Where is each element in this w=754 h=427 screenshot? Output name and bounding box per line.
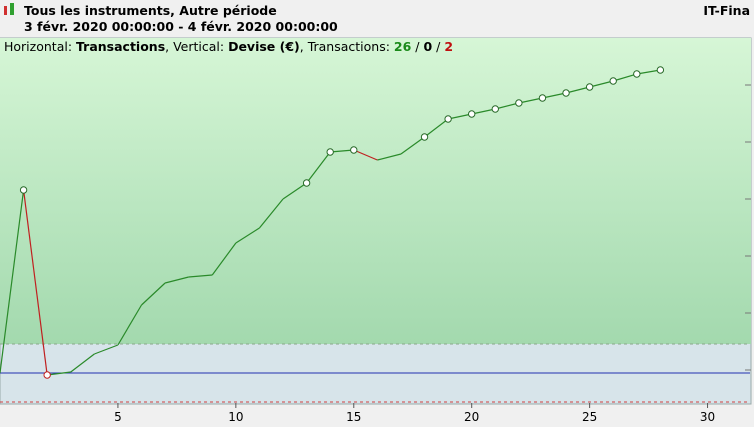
line-segment — [565, 86, 590, 94]
point — [350, 146, 358, 154]
point — [562, 89, 570, 97]
x-tick-label: 15 — [346, 410, 361, 424]
point — [656, 66, 665, 74]
point — [538, 94, 547, 102]
point — [420, 133, 429, 141]
info-part: 26 — [393, 39, 412, 54]
x-tick-label: 20 — [464, 410, 479, 424]
title: Tous les instruments, Autre période — [24, 3, 277, 18]
period: 3 févr. 2020 00:00:00 - 4 févr. 2020 00:… — [24, 19, 338, 34]
point — [585, 83, 594, 91]
point — [609, 77, 617, 85]
point — [467, 110, 476, 118]
info-part: / — [411, 39, 424, 54]
line-segment — [164, 276, 189, 284]
info-line: Horizontal: Transactions, Vertical: Devi… — [4, 39, 453, 54]
point — [515, 99, 523, 107]
info-part: Horizontal: — [4, 39, 77, 54]
brand: IT-Fina — [703, 3, 750, 18]
line-segment — [47, 371, 71, 376]
info-part: Transactions — [76, 39, 166, 54]
line-segment — [22, 189, 48, 376]
info-part: Devise (€) — [228, 39, 300, 54]
info-part: 0 — [423, 39, 433, 54]
line-segment — [0, 189, 25, 374]
point — [633, 70, 641, 78]
icon — [4, 3, 14, 15]
line-segment — [353, 149, 378, 161]
line-segment — [141, 282, 166, 306]
profit-zone — [0, 38, 751, 344]
info-part: , Vertical: — [165, 39, 229, 54]
x-tick-label: 30 — [700, 410, 715, 424]
line-segment — [117, 304, 143, 346]
point — [444, 115, 452, 123]
line-segment — [188, 274, 213, 278]
line-segment — [377, 153, 402, 161]
point — [43, 371, 51, 379]
line-segment — [542, 92, 567, 99]
line-segment — [330, 149, 354, 153]
x-tick-label: 5 — [114, 410, 122, 424]
line-segment — [211, 242, 237, 276]
x-tick-label: 10 — [228, 410, 243, 424]
info-part: / — [432, 39, 445, 54]
line-segment — [636, 69, 661, 75]
point — [326, 148, 334, 156]
line-segment — [495, 102, 520, 110]
x-tick-label: 25 — [582, 410, 597, 424]
line-segment — [447, 113, 472, 120]
point — [491, 105, 499, 113]
point — [19, 186, 28, 194]
line-segment — [235, 227, 260, 244]
line-segment — [589, 80, 614, 88]
line-segment — [306, 151, 331, 184]
line-segment — [282, 182, 307, 200]
info-part: 2 — [444, 39, 454, 54]
line-segment — [94, 344, 119, 355]
line-segment — [424, 118, 449, 138]
info-part: , Transactions: — [299, 39, 394, 54]
line-segment — [400, 136, 425, 155]
line-segment — [70, 353, 95, 373]
line-segment — [518, 97, 543, 104]
line-segment — [258, 198, 284, 229]
line-segment — [471, 108, 496, 115]
point — [302, 179, 311, 187]
line-segment — [613, 73, 637, 82]
